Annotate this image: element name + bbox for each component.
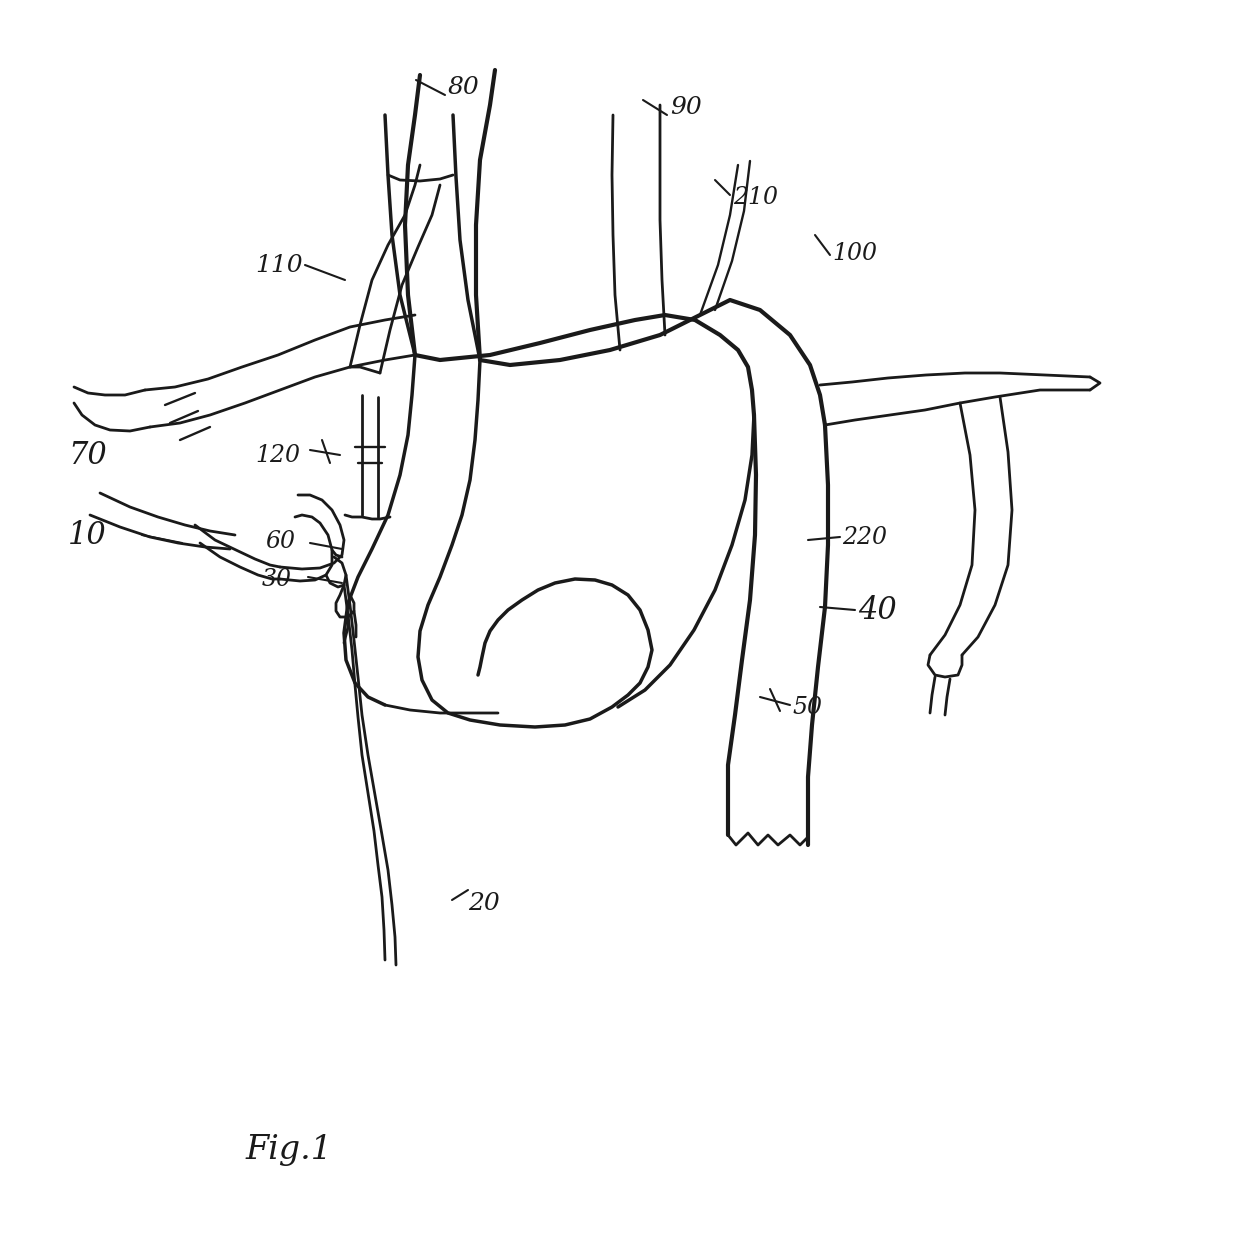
Text: 70: 70 — [68, 439, 107, 471]
Text: 100: 100 — [832, 241, 877, 265]
Text: 50: 50 — [792, 695, 822, 719]
Text: 110: 110 — [255, 254, 303, 276]
Text: 10: 10 — [68, 520, 107, 551]
Text: 20: 20 — [467, 891, 500, 915]
Text: 120: 120 — [255, 443, 300, 467]
Text: 30: 30 — [262, 567, 291, 591]
Text: 90: 90 — [670, 95, 702, 118]
Text: Fig.1: Fig.1 — [246, 1135, 332, 1166]
Text: 40: 40 — [858, 595, 897, 625]
Text: 210: 210 — [733, 186, 777, 208]
Text: 80: 80 — [448, 75, 480, 98]
Text: 60: 60 — [265, 530, 295, 552]
Text: 220: 220 — [842, 526, 887, 548]
